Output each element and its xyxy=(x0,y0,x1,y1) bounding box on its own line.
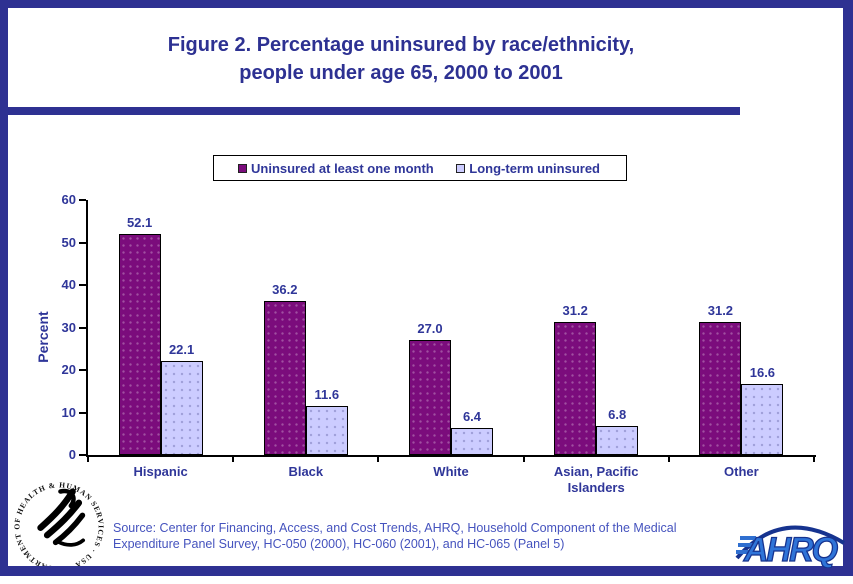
x-axis-tick xyxy=(522,455,525,462)
category-label-asian: Asian, Pacific Islanders xyxy=(553,464,639,495)
category-label-other: Other xyxy=(724,464,759,479)
value-label: 22.1 xyxy=(168,342,195,358)
y-axis-tick-label: 10 xyxy=(61,404,76,420)
x-axis-tick xyxy=(87,455,89,462)
source-note-line1: Source: Center for Financing, Access, an… xyxy=(113,521,677,535)
x-axis-tick xyxy=(667,455,670,462)
y-axis-tick-label: 30 xyxy=(61,319,76,335)
legend-entry-long-term: Long-term uninsured xyxy=(456,161,600,176)
y-axis-line xyxy=(86,200,88,457)
bar-long-term-Asian, Pacific Islanders xyxy=(596,426,639,455)
value-label: 52.1 xyxy=(126,214,153,230)
y-axis-tick xyxy=(79,454,86,456)
hhs-department-seal-logo: DEPARTMENT OF HEALTH & HUMAN SERVICES · … xyxy=(4,474,114,579)
y-axis-tick xyxy=(79,326,86,329)
value-label: 36.2 xyxy=(272,282,298,298)
x-axis-tick xyxy=(377,455,380,462)
bar-long-term-White xyxy=(451,427,493,455)
value-label: 31.2 xyxy=(707,303,734,319)
category-label-white: White xyxy=(433,464,469,479)
category-label-hispanic: Hispanic xyxy=(133,464,188,479)
category-label-black: Black xyxy=(288,464,324,479)
legend-swatch-long-term xyxy=(456,163,466,173)
y-axis-tick xyxy=(79,199,86,201)
value-label: 27.0 xyxy=(417,321,443,337)
bar-uninsured-month-Asian, Pacific Islanders xyxy=(554,322,597,455)
ahrq-logo-icon: AHRQ xyxy=(735,525,846,570)
y-axis-tick-label: 50 xyxy=(61,234,76,250)
ahrq-logo: AHRQ xyxy=(734,514,846,570)
figure-title: Figure 2. Percentage uninsured by race/e… xyxy=(8,31,794,87)
source-note: Source: Center for Financing, Access, an… xyxy=(113,520,733,552)
y-axis-tick xyxy=(79,241,86,244)
value-label: 6.8 xyxy=(608,407,627,423)
y-axis-tick-label: 60 xyxy=(61,192,76,207)
bar-long-term-Black xyxy=(305,405,348,455)
legend-entry-uninsured-month: Uninsured at least one month xyxy=(238,161,434,176)
value-label: 6.4 xyxy=(462,408,482,424)
legend-swatch-uninsured-month xyxy=(238,163,247,173)
chart-legend: Uninsured at least one month Long-term u… xyxy=(213,155,627,181)
y-axis-tick-label: 0 xyxy=(68,447,76,462)
x-axis-line xyxy=(86,455,816,457)
x-axis-tick xyxy=(232,455,235,462)
bar-uninsured-month-Black xyxy=(263,301,306,455)
y-axis-tick xyxy=(79,284,86,286)
svg-text:AHRQ: AHRQ xyxy=(743,531,838,568)
y-axis-tick-label: 20 xyxy=(61,362,76,377)
y-axis-tick xyxy=(79,411,86,414)
y-axis-tick xyxy=(79,369,86,371)
x-axis-tick xyxy=(813,455,815,462)
source-note-line2: Expenditure Panel Survey, HC-050 (2000),… xyxy=(113,537,565,551)
bar-long-term-Hispanic xyxy=(160,361,203,455)
legend-label-uninsured-month: Uninsured at least one month xyxy=(251,160,434,176)
y-axis-tick-label: 40 xyxy=(61,277,76,292)
title-divider-bar xyxy=(0,107,740,115)
value-label: 16.6 xyxy=(749,365,776,381)
bar-chart-plot-area: 0 10 20 30 40 50 60 52.1 22.1 Hispanic 36.2 11.6 Bla… xyxy=(62,192,816,495)
legend-label-long-term: Long-term uninsured xyxy=(469,160,600,176)
hhs-eagle-icon: DEPARTMENT OF HEALTH & HUMAN SERVICES · … xyxy=(6,474,111,579)
bar-uninsured-month-Hispanic xyxy=(118,233,161,455)
figure-title-line2: people under age 65, 2000 to 2001 xyxy=(239,62,563,84)
value-label: 11.6 xyxy=(314,386,340,402)
bar-uninsured-month-Other xyxy=(699,322,742,455)
figure-title-line1: Figure 2. Percentage uninsured by race/e… xyxy=(167,34,635,56)
bar-uninsured-month-White xyxy=(409,340,451,455)
bar-long-term-Other xyxy=(741,384,784,455)
value-label: 31.2 xyxy=(562,303,588,319)
